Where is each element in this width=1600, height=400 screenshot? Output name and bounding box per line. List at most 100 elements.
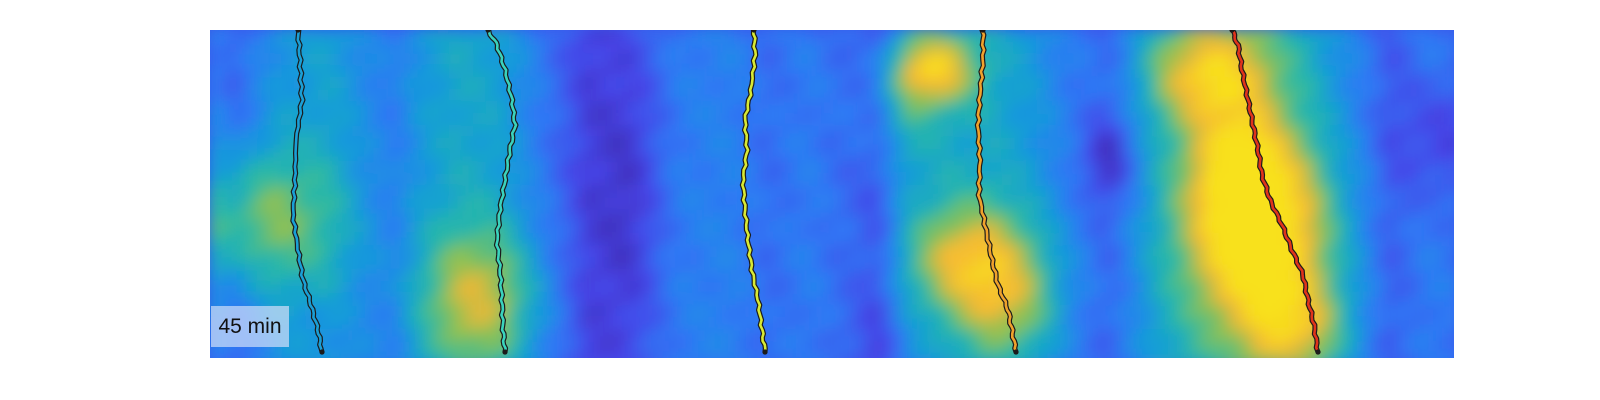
heatmap-cell bbox=[821, 137, 835, 151]
heatmap-cell bbox=[210, 185, 223, 199]
heatmap-cell bbox=[917, 53, 931, 67]
heatmap-cell bbox=[485, 77, 499, 91]
heatmap-cell bbox=[761, 89, 775, 103]
heatmap-cell bbox=[305, 53, 319, 67]
heatmap-cell bbox=[1013, 149, 1027, 163]
heatmap-cell bbox=[1229, 197, 1243, 211]
heatmap-cell bbox=[1097, 209, 1111, 223]
heatmap-cell bbox=[210, 173, 223, 187]
heatmap-cell bbox=[1013, 53, 1027, 67]
heatmap-cell bbox=[617, 125, 631, 139]
heatmap-cell bbox=[1385, 221, 1399, 235]
heatmap-cell bbox=[1145, 305, 1159, 319]
heatmap-cell bbox=[605, 329, 619, 343]
heatmap-cell bbox=[797, 77, 811, 91]
heatmap-cell bbox=[701, 77, 715, 91]
heatmap-cell bbox=[233, 89, 247, 103]
heatmap-cell bbox=[821, 173, 835, 187]
heatmap-cell bbox=[1373, 161, 1387, 175]
heatmap-cell bbox=[857, 113, 871, 127]
heatmap-cell bbox=[437, 185, 451, 199]
heatmap-cell bbox=[989, 221, 1003, 235]
heatmap-cell bbox=[377, 245, 391, 259]
heatmap-cell bbox=[1265, 101, 1279, 115]
heatmap-cell bbox=[1109, 101, 1123, 115]
heatmap-cell bbox=[1265, 65, 1279, 79]
heatmap-cell bbox=[257, 125, 271, 139]
heatmap-cell bbox=[509, 233, 523, 247]
heatmap-cell bbox=[1085, 329, 1099, 343]
heatmap-cell bbox=[941, 113, 955, 127]
heatmap-cell bbox=[1253, 101, 1267, 115]
heatmap-cell bbox=[941, 353, 955, 358]
heatmap-cell bbox=[1409, 125, 1423, 139]
heatmap-cell bbox=[1361, 101, 1375, 115]
heatmap-cell bbox=[809, 41, 823, 55]
heatmap-cell bbox=[413, 257, 427, 271]
heatmap-cell bbox=[869, 269, 883, 283]
heatmap-cell bbox=[833, 101, 847, 115]
heatmap-cell bbox=[1001, 197, 1015, 211]
heatmap-cell bbox=[1193, 65, 1207, 79]
heatmap-cell bbox=[761, 137, 775, 151]
heatmap-cell bbox=[1397, 245, 1411, 259]
heatmap-cell bbox=[725, 161, 739, 175]
heatmap-cell bbox=[581, 41, 595, 55]
heatmap-cell bbox=[1397, 53, 1411, 67]
heatmap-cell bbox=[965, 305, 979, 319]
heatmap-cell bbox=[1433, 233, 1447, 247]
heatmap-cell bbox=[605, 137, 619, 151]
heatmap-cell bbox=[593, 257, 607, 271]
heatmap-cell bbox=[1229, 137, 1243, 151]
heatmap-cell bbox=[437, 30, 451, 43]
heatmap-cell bbox=[725, 197, 739, 211]
heatmap-cell bbox=[617, 257, 631, 271]
heatmap-cell bbox=[689, 101, 703, 115]
heatmap-cell bbox=[1121, 77, 1135, 91]
heatmap-cell bbox=[917, 30, 931, 43]
heatmap-cell bbox=[1301, 101, 1315, 115]
heatmap-cell bbox=[521, 257, 535, 271]
heatmap-cell bbox=[581, 209, 595, 223]
heatmap-cell bbox=[1361, 53, 1375, 67]
heatmap-cell bbox=[749, 233, 763, 247]
heatmap-cell bbox=[1109, 30, 1123, 43]
heatmap-cell bbox=[929, 41, 943, 55]
track-endpoint bbox=[1229, 30, 1235, 33]
heatmap-cell bbox=[305, 77, 319, 91]
heatmap-cell bbox=[965, 41, 979, 55]
heatmap-cell bbox=[1061, 317, 1075, 331]
heatmap-cell bbox=[845, 125, 859, 139]
heatmap-cell bbox=[581, 89, 595, 103]
heatmap-cell bbox=[869, 125, 883, 139]
heatmap-cell bbox=[1145, 317, 1159, 331]
heatmap-cell bbox=[569, 173, 583, 187]
heatmap-cell bbox=[1217, 113, 1231, 127]
heatmap-cell bbox=[677, 329, 691, 343]
heatmap-cell bbox=[857, 245, 871, 259]
heatmap-cell bbox=[509, 305, 523, 319]
heatmap-cell bbox=[233, 65, 247, 79]
heatmap-cell bbox=[1013, 245, 1027, 259]
heatmap-cell bbox=[749, 341, 763, 355]
heatmap-cell bbox=[1301, 137, 1315, 151]
heatmap-cell bbox=[1421, 293, 1435, 307]
heatmap-cell bbox=[725, 30, 739, 43]
heatmap-cell bbox=[437, 101, 451, 115]
heatmap-cell bbox=[401, 161, 415, 175]
heatmap-cell bbox=[389, 65, 403, 79]
heatmap-cell bbox=[677, 53, 691, 67]
heatmap-cell bbox=[1349, 353, 1363, 358]
heatmap-cell bbox=[233, 185, 247, 199]
heatmap-cell bbox=[593, 293, 607, 307]
heatmap-cell bbox=[929, 185, 943, 199]
heatmap-cell bbox=[1229, 317, 1243, 331]
heatmap-cell bbox=[329, 137, 343, 151]
heatmap-cell bbox=[881, 257, 895, 271]
heatmap-cell bbox=[1181, 245, 1195, 259]
heatmap-cell bbox=[245, 257, 259, 271]
heatmap-cell bbox=[557, 281, 571, 295]
heatmap-cell bbox=[713, 329, 727, 343]
heatmap-cell bbox=[545, 161, 559, 175]
heatmap-cell bbox=[1001, 161, 1015, 175]
